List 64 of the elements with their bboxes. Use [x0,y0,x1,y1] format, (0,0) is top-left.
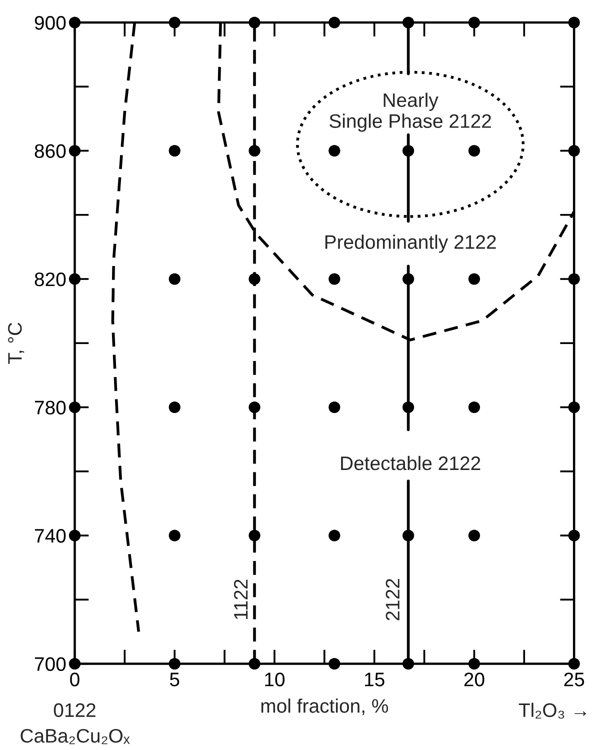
point [468,273,480,285]
text: CaBa₂Cu₂Oₓ [20,728,130,744]
y-tick-label: 700 [34,657,66,671]
x-tick-label: 10 [265,672,285,686]
point [68,144,81,157]
point [402,144,414,157]
point [568,144,580,157]
point [248,273,260,285]
y-tick-label: 740 [34,528,66,543]
point [328,401,340,414]
point [328,16,340,28]
text: 0122 [54,703,96,718]
point [168,273,180,285]
point [248,16,260,28]
point [468,144,480,157]
point [248,658,260,670]
point [568,530,580,542]
point [328,144,340,157]
x-axis-title: mol fraction, % [261,698,388,716]
annotation: 2122 [386,578,400,620]
point [328,530,340,542]
text: Tl₂O₃ → [518,702,586,719]
annotation: Predominantly 2122 [325,234,496,253]
x-tick-label: 5 [170,672,180,686]
point [68,658,81,670]
point [402,273,414,285]
point [568,273,580,285]
point [68,401,81,414]
x-tick-label: 15 [365,672,384,686]
point [248,401,260,414]
point [568,16,580,28]
annotation: Nearly Single Phase 2122 [330,92,491,132]
x-tick-label: 20 [464,672,484,686]
point [68,16,81,28]
point [248,530,260,542]
point [68,273,81,285]
point [402,530,414,542]
point [168,658,180,670]
point [248,144,260,157]
x-tick-label: 0 [70,672,80,686]
point [168,530,180,542]
point [568,401,580,414]
y-axis-title: T, °C [8,322,24,364]
point [468,16,480,28]
point [468,401,480,414]
x-tick-label: 25 [564,672,584,686]
point [168,401,180,414]
point [402,401,414,414]
point [168,144,180,157]
point [328,273,340,285]
annotation: 1122 [234,580,248,620]
y-tick-label: 780 [34,400,66,414]
point [328,658,340,670]
y-tick-label: 900 [34,16,66,30]
point [68,530,81,542]
point [468,658,480,670]
point [402,16,414,28]
annotation: Detectable 2122 [341,456,480,470]
point [168,16,180,28]
point [468,530,480,542]
point [402,658,414,670]
y-tick-label: 820 [34,272,66,286]
y-tick-label: 860 [34,144,66,158]
point [568,658,580,670]
